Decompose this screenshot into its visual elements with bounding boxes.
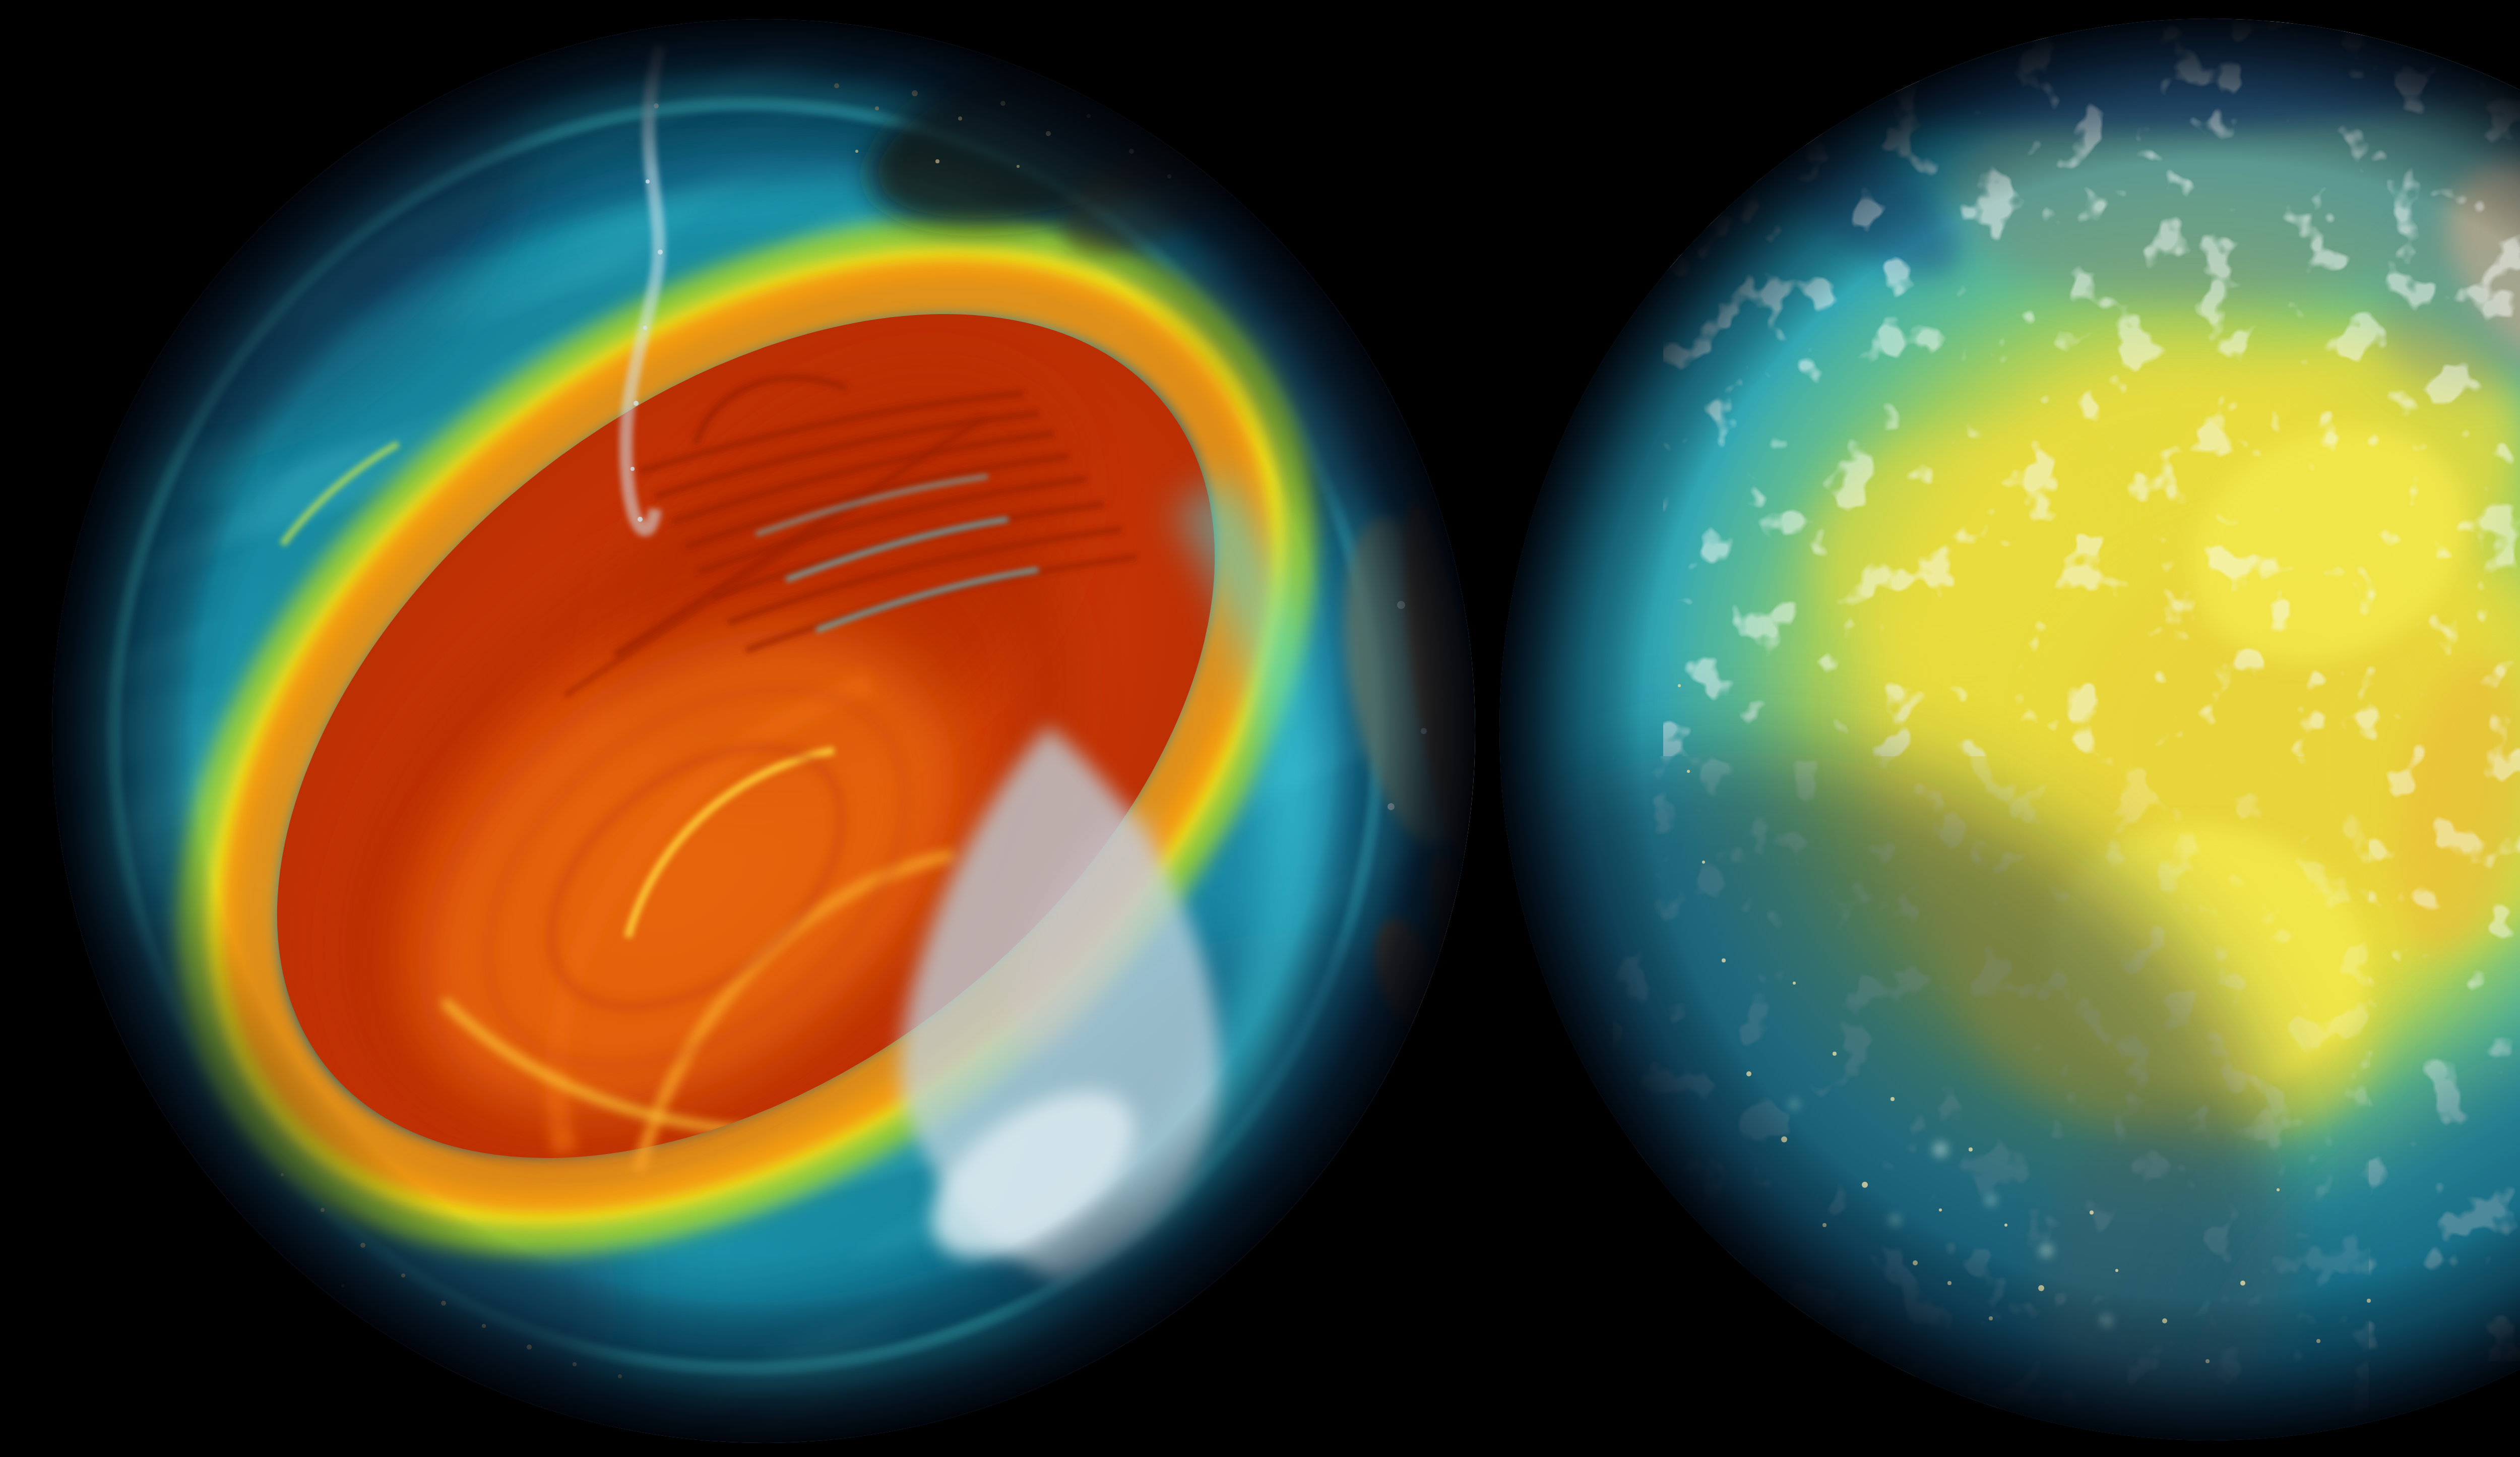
space-scene [0,0,2520,1457]
ozone-globes-visualization [0,0,2520,1457]
left-globe-rim-shadow [52,19,1475,1443]
